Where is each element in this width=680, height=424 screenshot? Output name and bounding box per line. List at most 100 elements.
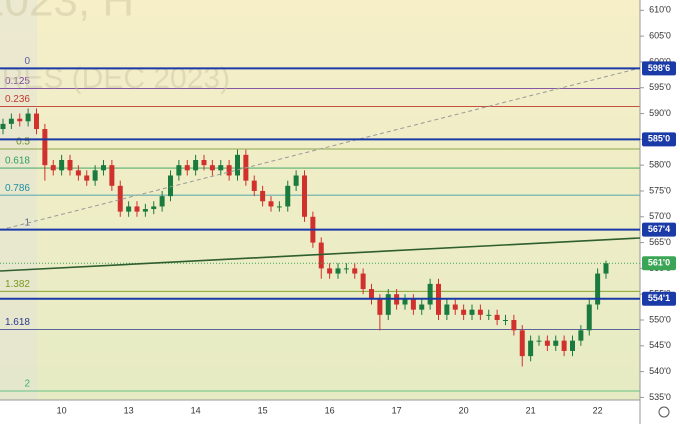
price-label: 598'6 [648, 63, 670, 73]
y-tick-label: 600'0 [649, 56, 671, 66]
candle-body [50, 165, 56, 171]
candle-body [335, 268, 341, 274]
candle-body [427, 283, 433, 305]
trend-line [0, 237, 641, 272]
price-label-box [642, 61, 676, 76]
candle-body [142, 209, 148, 212]
candle-body [360, 273, 366, 290]
candle-body [260, 190, 266, 202]
candle-body [503, 320, 508, 321]
candle-body [251, 180, 257, 191]
candle-body [452, 304, 458, 310]
candle-body [209, 165, 215, 171]
candle-body [402, 299, 408, 305]
candle-body [570, 340, 575, 351]
last-price-label: 561'0 [648, 258, 670, 268]
y-tick-label: 540'0 [649, 366, 671, 376]
x-axis-area [0, 400, 640, 424]
price-label: 567'4 [648, 224, 670, 234]
price-label-box [642, 291, 676, 306]
candle-body [595, 273, 601, 305]
candle-body [444, 304, 450, 315]
candle-body [134, 206, 140, 212]
candle-body [385, 294, 391, 315]
candle-body [553, 340, 559, 346]
candle-body [494, 314, 500, 320]
fib-label: 0 [24, 56, 30, 67]
candle-body [226, 165, 232, 176]
candle-body [578, 330, 584, 341]
candle-body [544, 340, 550, 346]
candle-body [0, 123, 6, 130]
price-label: 585'0 [648, 134, 670, 144]
candle-body [603, 263, 609, 274]
candle-body [419, 304, 425, 310]
candle-body [410, 299, 416, 310]
candle-body [201, 160, 207, 166]
candle-body [352, 268, 358, 274]
candle-body [25, 113, 31, 122]
y-tick-label: 550'0 [649, 314, 671, 324]
candle-body [486, 314, 492, 316]
y-tick-label: 545'0 [649, 340, 671, 350]
x-tick-label: 22 [593, 405, 603, 415]
watermark: URES (DEC 2023) [0, 62, 230, 95]
candle-body [17, 118, 23, 122]
candle-body [235, 154, 240, 176]
fib-label: 1.382 [5, 279, 30, 290]
candle-body [75, 170, 81, 176]
last-price-box [642, 256, 676, 271]
candle-body [42, 129, 48, 166]
settings-icon[interactable] [658, 406, 670, 418]
candle-body [293, 175, 299, 186]
candle-body [519, 330, 525, 357]
candle-body [536, 340, 542, 342]
fib-label: 0.786 [5, 183, 30, 194]
price-label-box [642, 132, 676, 147]
candle-body [268, 201, 274, 207]
candle-body [151, 206, 157, 210]
candle-body [101, 165, 106, 171]
fib-label: 0.125 [5, 76, 30, 87]
fib-label: 2 [24, 379, 30, 390]
x-tick-label: 17 [392, 405, 402, 415]
y-tick-label: 605'0 [649, 31, 671, 41]
candle-body [511, 320, 517, 331]
candle-body [184, 165, 190, 171]
candle-body [302, 175, 307, 217]
x-tick-label: 15 [258, 405, 268, 415]
x-tick-label: 20 [459, 405, 469, 415]
x-tick-label: 21 [526, 405, 536, 415]
candle-body [126, 206, 132, 212]
candle-body [159, 196, 165, 207]
candle-body [84, 175, 90, 181]
candle-body [369, 289, 374, 300]
candle-body [461, 309, 467, 315]
x-tick-label: 16 [325, 405, 335, 415]
candle-body [92, 170, 98, 181]
candle-body [8, 118, 14, 124]
candle-body [586, 304, 592, 331]
candle-body [528, 340, 534, 357]
fib-label: 0.618 [5, 156, 30, 167]
fib-label: 0.236 [5, 94, 30, 105]
fib-label: 0.5 [16, 137, 30, 148]
watermark: 2023, H [0, 0, 134, 26]
left-shade [0, 0, 37, 400]
candle-body [343, 268, 349, 270]
candle-body [285, 185, 291, 207]
candle-body [318, 242, 324, 269]
candle-body [327, 268, 333, 274]
candle-body [109, 165, 115, 186]
y-tick-label: 610'0 [649, 5, 671, 15]
y-tick-label: 575'0 [649, 185, 671, 195]
candle-body [168, 175, 173, 197]
y-tick-label: 570'0 [649, 211, 671, 221]
candle-body [276, 206, 282, 208]
candle-body [176, 165, 182, 176]
x-tick-label: 13 [124, 405, 134, 415]
candle-body [218, 165, 224, 171]
trend-line [0, 67, 641, 231]
candle-body [34, 113, 39, 130]
